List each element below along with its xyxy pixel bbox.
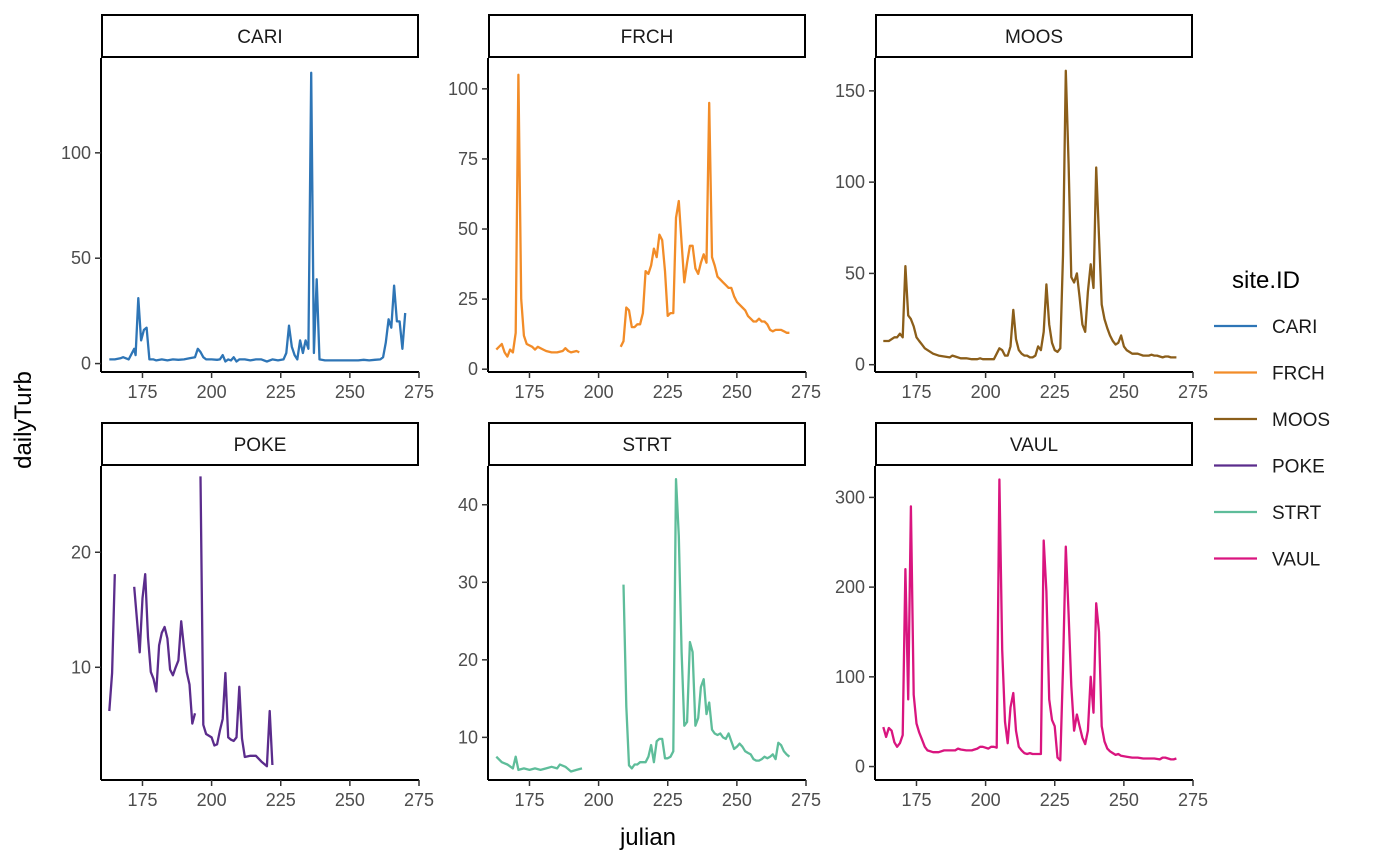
x-tick-label: 225: [1040, 382, 1070, 402]
x-tick-label: 250: [335, 382, 365, 402]
x-tick-label: 275: [404, 382, 434, 402]
y-axis-title: dailyTurb: [10, 371, 37, 469]
x-tick-label: 225: [1040, 790, 1070, 810]
y-tick-label: 40: [458, 495, 478, 515]
series-line-strt-0: [495, 755, 583, 773]
x-tick-label: 200: [197, 790, 227, 810]
y-tick-label: 0: [855, 355, 865, 375]
series-line-strt-1: [622, 478, 791, 770]
x-tick-label: 250: [1109, 382, 1139, 402]
series-line-moos-0: [883, 69, 1177, 361]
y-tick-label: 20: [458, 650, 478, 670]
legend-label: POKE: [1272, 457, 1325, 478]
y-tick-label: 20: [71, 542, 91, 562]
x-tick-label: 200: [584, 790, 614, 810]
legend-item-moos: MOOS: [1214, 410, 1330, 431]
panel-strt: STRT 10 20 30 40 175 200 225 250 275: [458, 422, 821, 810]
legend-label: VAUL: [1272, 550, 1320, 571]
y-tick-label: 100: [835, 172, 865, 192]
legend-item-poke: POKE: [1214, 457, 1325, 478]
panel-frch: FRCH 0 25 50 75 100 175 200 225 250 275: [448, 14, 821, 402]
x-tick-label: 200: [584, 382, 614, 402]
y-tick-label: 10: [71, 657, 91, 677]
y-tick-label: 10: [458, 727, 478, 747]
x-tick-label: 175: [127, 382, 157, 402]
y-tick-label: 75: [458, 149, 478, 169]
panel-poke: POKE 10 20 175 200 225 250 275: [71, 422, 434, 810]
y-tick-label: 150: [835, 81, 865, 101]
x-tick-label: 250: [722, 790, 752, 810]
legend: site.ID CARI FRCH MOOS POKE STRT VAUL: [1214, 267, 1330, 571]
panel-vaul: VAUL 0 100 200 300 175 200 225 250 275: [835, 422, 1208, 810]
x-tick-label: 200: [971, 790, 1001, 810]
x-tick-label: 175: [514, 382, 544, 402]
y-tick-label: 100: [835, 667, 865, 687]
strip-label: VAUL: [1010, 435, 1058, 456]
y-tick-label: 0: [468, 359, 478, 379]
series-line-poke-0: [108, 574, 116, 712]
panel-moos: MOOS 0 50 100 150 175 200 225 250 275: [835, 14, 1208, 402]
x-tick-label: 225: [653, 790, 683, 810]
strip-cari: [101, 14, 419, 58]
y-tick-label: 50: [845, 263, 865, 283]
strip-label: STRT: [622, 435, 672, 456]
y-tick-label: 50: [71, 248, 91, 268]
y-tick-label: 200: [835, 577, 865, 597]
y-tick-label: 25: [458, 289, 478, 309]
x-tick-label: 275: [1178, 382, 1208, 402]
series-line-cari-0: [109, 71, 407, 363]
x-tick-label: 250: [335, 790, 365, 810]
y-tick-label: 30: [458, 572, 478, 592]
x-tick-label: 250: [1109, 790, 1139, 810]
series-line-poke-1: [133, 572, 197, 725]
x-tick-label: 200: [971, 382, 1001, 402]
strip-label: POKE: [234, 435, 287, 456]
y-tick-label: 100: [448, 79, 478, 99]
y-tick-label: 0: [855, 757, 865, 777]
x-tick-label: 275: [404, 790, 434, 810]
legend-label: FRCH: [1272, 364, 1325, 385]
legend-entries: CARI FRCH MOOS POKE STRT VAUL: [1214, 317, 1330, 571]
x-tick-label: 175: [127, 790, 157, 810]
x-tick-label: 175: [514, 790, 544, 810]
x-tick-label: 225: [653, 382, 683, 402]
strip-moos: [875, 14, 1193, 58]
legend-item-cari: CARI: [1214, 317, 1317, 338]
series-line-frch-0: [495, 73, 580, 358]
x-tick-label: 275: [1178, 790, 1208, 810]
x-tick-label: 200: [197, 382, 227, 402]
legend-label: STRT: [1272, 503, 1322, 524]
x-tick-label: 225: [266, 790, 296, 810]
x-tick-label: 275: [791, 790, 821, 810]
legend-title: site.ID: [1232, 267, 1300, 294]
strip-label: CARI: [237, 27, 282, 48]
y-tick-label: 0: [81, 354, 91, 374]
strip-vaul: [875, 422, 1193, 466]
series-line-poke-2: [199, 476, 274, 768]
series-line-vaul-0: [882, 478, 1177, 762]
x-axis-title: julian: [619, 824, 676, 851]
y-tick-label: 100: [61, 143, 91, 163]
y-tick-label: 300: [835, 487, 865, 507]
y-tick-label: 50: [458, 219, 478, 239]
strip-label: FRCH: [621, 27, 674, 48]
series-line-frch-1: [619, 101, 790, 348]
legend-item-strt: STRT: [1214, 503, 1322, 524]
strip-frch: [488, 14, 806, 58]
x-tick-label: 225: [266, 382, 296, 402]
legend-item-vaul: VAUL: [1214, 550, 1320, 571]
x-tick-label: 175: [901, 790, 931, 810]
legend-item-frch: FRCH: [1214, 364, 1325, 385]
legend-label: MOOS: [1272, 410, 1330, 431]
x-tick-label: 275: [791, 382, 821, 402]
strip-poke: [101, 422, 419, 466]
panel-cari: CARI 0 50 100 175 200 225 250 275: [61, 14, 434, 402]
strip-label: MOOS: [1005, 27, 1063, 48]
x-tick-label: 175: [901, 382, 931, 402]
x-tick-label: 250: [722, 382, 752, 402]
strip-strt: [488, 422, 806, 466]
legend-label: CARI: [1272, 317, 1317, 338]
